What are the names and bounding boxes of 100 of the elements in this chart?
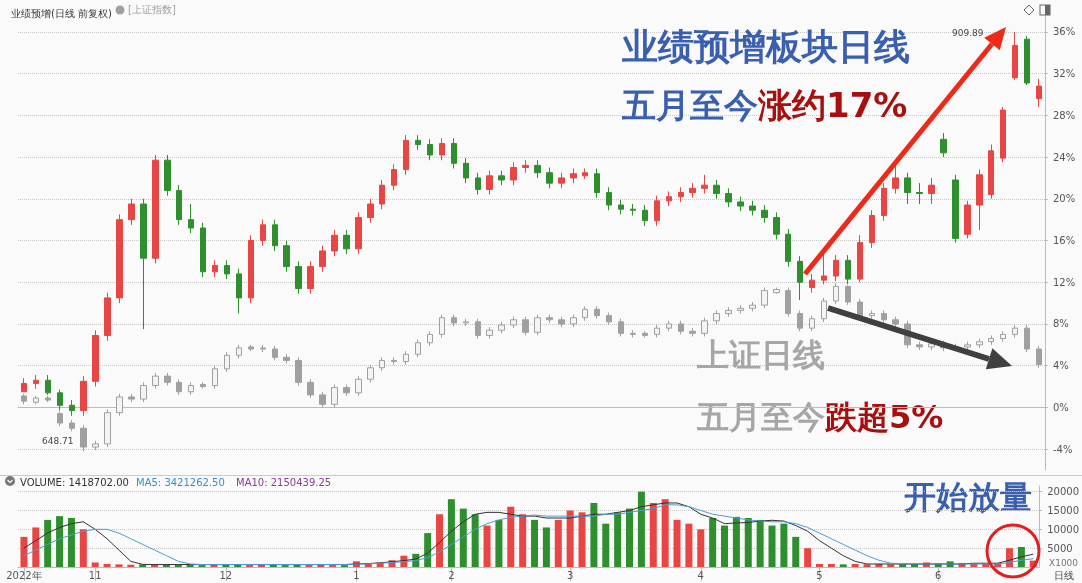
bar [91,562,99,567]
candlestick [773,211,780,240]
candlestick [749,200,756,216]
bar [614,512,622,567]
candlestick [128,198,135,226]
x-tick-label: 2022年 [6,569,42,581]
candlestick [666,190,672,207]
candlestick [439,137,445,161]
bar [447,499,455,567]
candlestick [546,314,553,324]
candlestick [415,339,421,358]
bar [519,514,527,567]
candlestick [21,393,27,405]
text: 日线 [1054,569,1074,581]
candlestick [307,378,314,399]
candlestick [737,304,744,315]
candlestick [749,301,756,312]
candlestick [176,184,182,226]
annotation: MA5: 3421262.50 [136,476,225,488]
y-tick-label: 15000 [1047,504,1079,516]
candlestick [475,318,481,340]
annotation: MA10: 2150439.25 [236,476,332,488]
candlestick [116,213,123,304]
candlestick [618,318,624,337]
candlestick [713,179,720,200]
bar [673,519,681,567]
bar [827,563,835,567]
y-tick-label: 4% [1053,360,1069,372]
candlestick [988,334,994,346]
candlestick [833,254,839,282]
candlestick [451,137,457,170]
candlestick [33,374,39,390]
bar [851,563,859,567]
bar [744,518,752,567]
candlestick [976,169,983,231]
candlestick [964,341,971,351]
candlestick [164,154,171,197]
candlestick [486,170,493,196]
candlestick [1024,324,1030,353]
candlestick [821,297,827,323]
bar [792,536,800,567]
candlestick [498,321,505,334]
candlestick [689,182,696,199]
candlestick [200,222,206,278]
y-tick-label: 28% [1053,109,1076,121]
candlestick [845,254,851,285]
candlestick [869,309,875,320]
candlestick [403,134,409,176]
candlestick [785,286,791,318]
y-tick-label: 8% [1053,318,1069,330]
x-tick-label: 4 [697,569,704,581]
bar [554,519,562,567]
candlestick [976,338,983,349]
bar [590,502,598,567]
bar [804,548,812,567]
candlestick [200,381,206,390]
bar [602,523,610,567]
bar [115,564,123,567]
candlestick [367,364,374,383]
y-tick-label: 5000 [1047,542,1073,554]
candlestick [57,411,63,427]
candlestick [678,186,684,203]
candlestick [522,316,529,336]
candlestick [594,168,600,199]
legend-label: [上证指数] [127,3,176,15]
x-tick-label: 2 [448,569,455,581]
bar [661,499,669,567]
candlestick [809,273,815,294]
candlestick [1012,31,1018,81]
candlestick [355,211,362,255]
bar [756,519,764,567]
bar [732,516,740,567]
y-tick-label: 10000 [1047,523,1079,535]
bar [67,518,75,567]
x-tick-label: 5 [816,569,823,581]
candlestick [892,316,899,328]
candlestick [606,311,612,326]
candlestick [833,282,839,305]
candlestick [797,309,803,332]
candlestick [224,259,230,280]
candlestick [916,182,923,205]
candlestick [630,329,636,339]
candlestick [272,219,278,252]
candlestick [869,209,875,249]
x-tick-label: 12 [219,569,233,581]
candlestick [463,318,469,327]
y-tick-label: 36% [1053,26,1076,38]
bar [578,512,586,567]
candlestick [248,234,254,304]
candlestick [594,305,600,320]
candlestick [319,245,326,273]
candlestick [988,144,994,200]
bar [495,519,503,567]
candlestick [248,344,254,352]
candlestick [546,166,553,189]
bar [79,529,87,567]
candlestick [21,377,27,393]
candlestick [570,168,577,184]
candlestick [379,179,385,210]
candlestick [689,327,696,337]
